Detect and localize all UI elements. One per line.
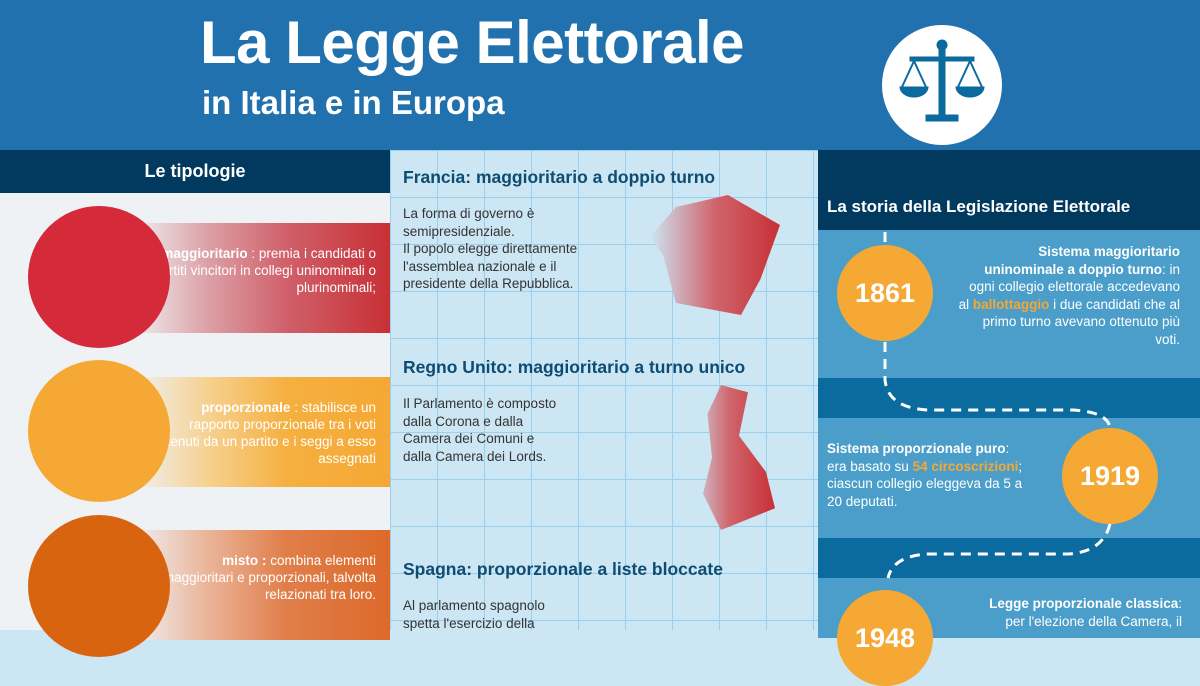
type-misto: misto : combina elementi maggioritari e … bbox=[130, 530, 390, 640]
storia-section: La storia della Legislazione Elettorale … bbox=[818, 150, 1200, 686]
timeline-dashed-path bbox=[883, 232, 1112, 579]
country-text: La forma di governo è semipresidenziale.… bbox=[403, 206, 578, 291]
ballot-seats-icon bbox=[28, 360, 170, 502]
year-badge: 1861 bbox=[837, 245, 933, 341]
year-badge: 1919 bbox=[1062, 428, 1158, 524]
podium-seats-icon bbox=[28, 515, 170, 657]
type-maggioritario: maggioritario : premia i candidati o par… bbox=[130, 223, 390, 333]
podium-speaker-icon bbox=[28, 206, 170, 348]
event-text: Sistema proporzionale puro: era basato s… bbox=[827, 441, 1023, 509]
event-text: Legge proporzionale classica: per l'elez… bbox=[989, 596, 1182, 629]
europe-section: Francia: maggioritario a doppio turno La… bbox=[390, 150, 818, 631]
country-heading: Francia: maggioritario a doppio turno bbox=[403, 167, 716, 187]
event-text: Sistema maggioritario uninominale a dopp… bbox=[958, 244, 1180, 347]
type-desc: : premia i candidati o partiti vincitori… bbox=[153, 246, 376, 295]
scale-icon bbox=[882, 25, 1002, 145]
type-proporzionale: proporzionale : stabilisce un rapporto p… bbox=[130, 377, 390, 487]
header: La Legge Elettorale in Italia e in Europ… bbox=[0, 0, 1200, 150]
type-term: misto : bbox=[222, 553, 267, 568]
page-title: La Legge Elettorale bbox=[200, 9, 744, 76]
uk-map bbox=[703, 385, 775, 530]
type-term: proporzionale bbox=[201, 400, 291, 415]
country-heading: Regno Unito: maggioritario a turno unico bbox=[403, 357, 746, 377]
type-desc: : stabilisce un rapporto proporzionale t… bbox=[155, 400, 376, 466]
page-subtitle: in Italia e in Europa bbox=[202, 84, 505, 121]
section-title: La storia della Legislazione Elettorale bbox=[818, 150, 1200, 230]
country-text: Il Parlamento è composto dalla Corona e … bbox=[403, 396, 557, 464]
france-map bbox=[650, 195, 780, 315]
section-title: Le tipologie bbox=[0, 150, 390, 193]
country-text: Al parlamento spagnolo spetta l'esercizi… bbox=[403, 598, 545, 631]
type-term: maggioritario bbox=[161, 246, 248, 261]
tipologie-section: Le tipologie maggioritario : premia i ca… bbox=[0, 150, 390, 657]
country-heading: Spagna: proporzionale a liste bloccate bbox=[403, 559, 723, 579]
type-desc: combina elementi maggioritari e proporzi… bbox=[162, 553, 376, 602]
